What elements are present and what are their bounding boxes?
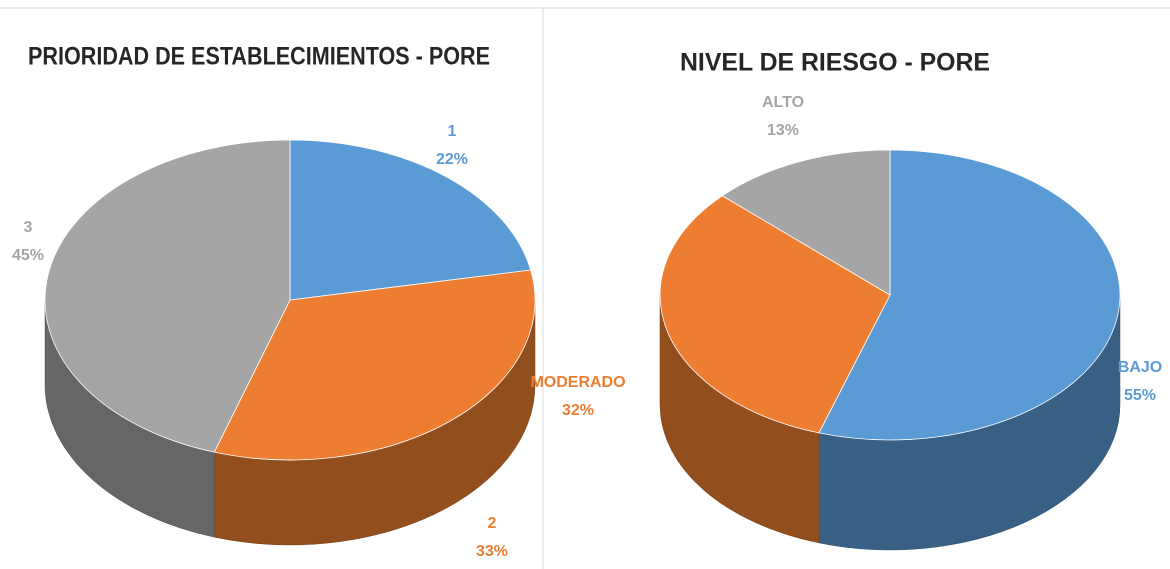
value-label: 33% <box>476 543 508 560</box>
category-label: MODERADO <box>530 374 625 391</box>
category-label: ALTO <box>762 94 804 111</box>
category-label: 1 <box>448 123 457 140</box>
value-label: 55% <box>1124 387 1156 404</box>
slice <box>289 139 532 301</box>
slice <box>44 139 291 453</box>
value-label: 32% <box>562 402 594 419</box>
slice <box>818 149 1121 441</box>
category-label: 3 <box>24 219 33 236</box>
slice <box>213 269 536 461</box>
slice <box>721 149 891 296</box>
category-label: BAJO <box>1118 359 1162 376</box>
value-label: 22% <box>436 151 468 168</box>
value-label: 45% <box>12 247 44 264</box>
category-label: 2 <box>488 515 497 532</box>
chart-title: PRIORIDAD DE ESTABLECIMIENTOS - PORE <box>28 43 490 71</box>
value-label: 13% <box>767 122 799 139</box>
slice <box>659 195 891 434</box>
chart-title: NIVEL DE RIESGO - PORE <box>680 49 990 77</box>
